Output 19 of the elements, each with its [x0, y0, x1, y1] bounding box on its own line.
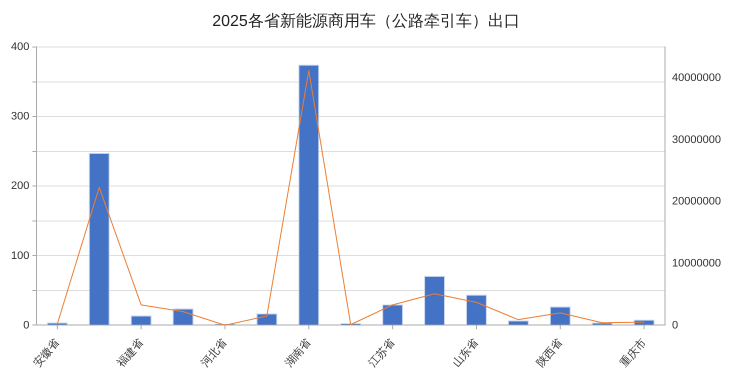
- y2-tick-label: 40000000: [672, 72, 722, 84]
- x-tick-label: 河北省: [198, 336, 230, 370]
- y-tick-label: 200: [10, 180, 30, 192]
- y-tick-label: 100: [10, 250, 30, 262]
- x-tick-label: 江苏省: [366, 336, 398, 370]
- y2-tick-label: 10000000: [672, 257, 722, 270]
- x-tick-label: 山东省: [450, 336, 482, 370]
- y2-tick-label: 30000000: [672, 134, 722, 146]
- x-tick-label: 福建省: [114, 336, 146, 370]
- x-tick-label: 湖南省: [282, 336, 314, 370]
- chart-title: 2025各省新能源商用车（公路牵引车）出口: [212, 12, 520, 30]
- y-tick-label: 300: [10, 110, 30, 123]
- y-tick-label: 0: [23, 319, 30, 332]
- x-tick-label: 安徽省: [30, 336, 62, 370]
- x-tick-label: 重庆市: [618, 336, 649, 370]
- x-tick-label: 陕西省: [534, 336, 565, 370]
- y2-tick-label: 0: [672, 319, 678, 332]
- y2-tick-label: 20000000: [672, 196, 722, 208]
- y-tick-label: 400: [10, 41, 30, 54]
